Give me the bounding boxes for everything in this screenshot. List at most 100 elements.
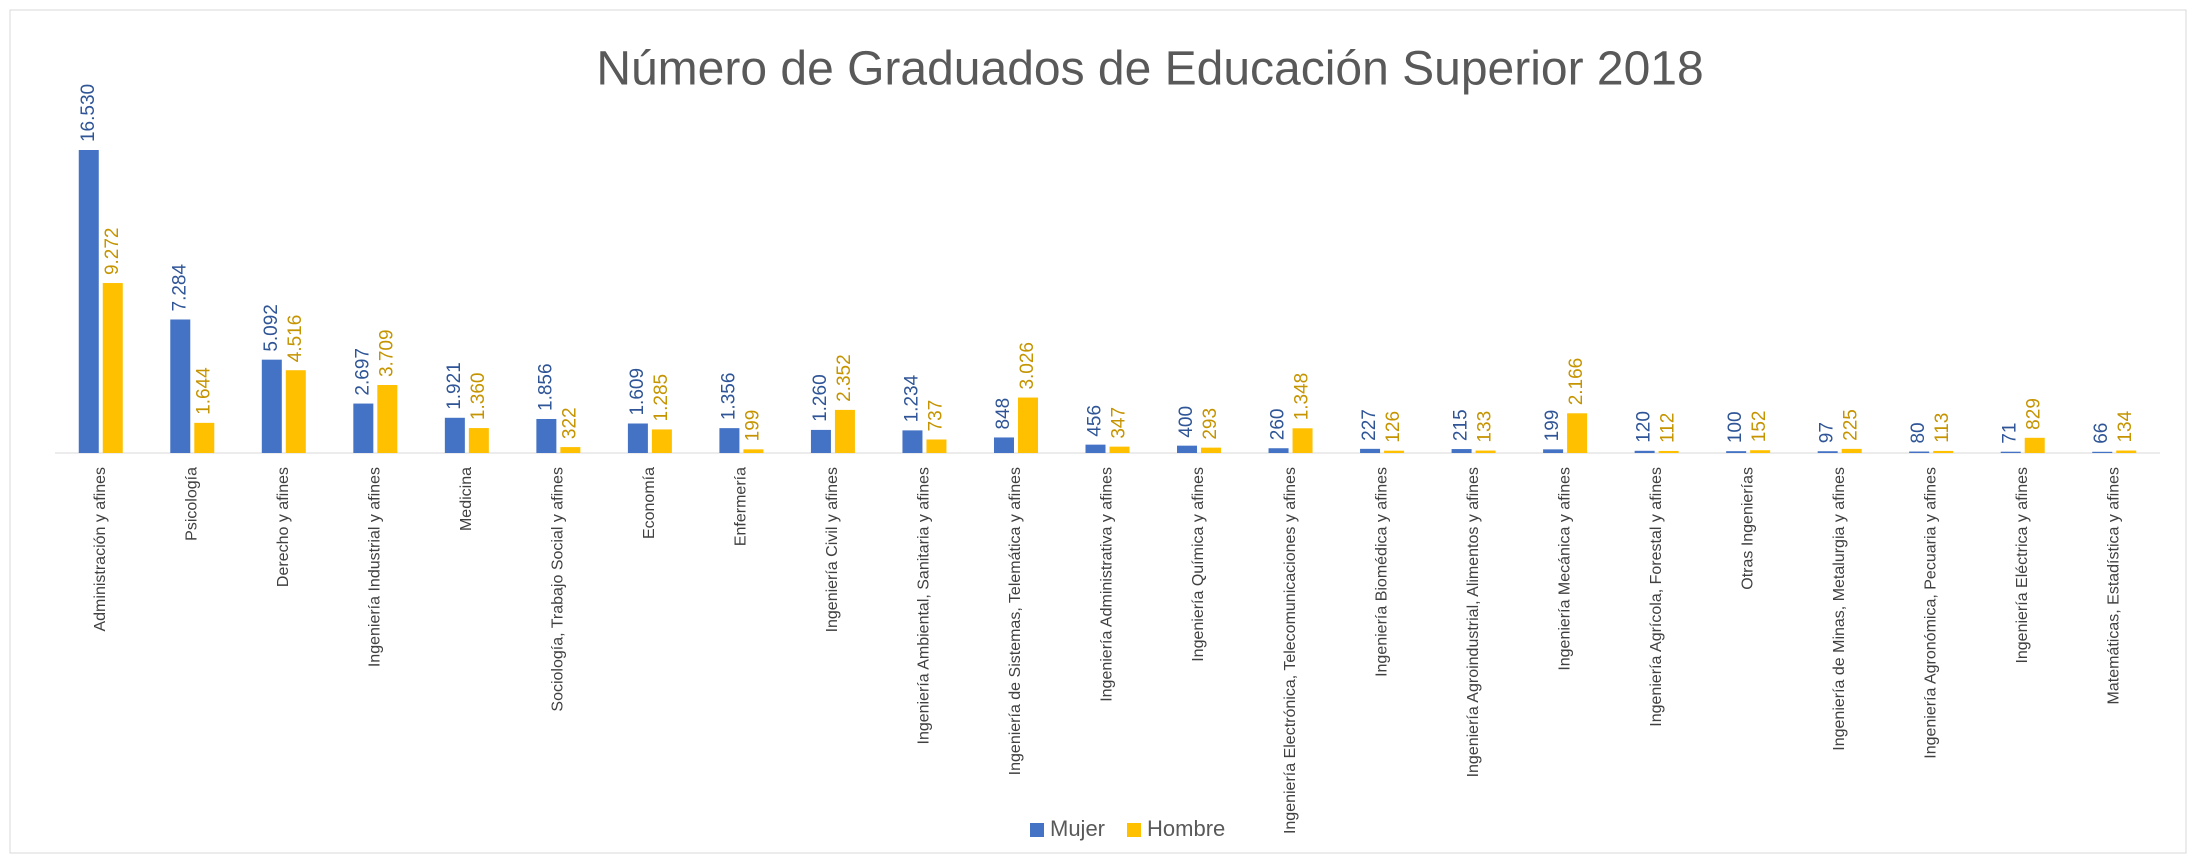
bar <box>2116 450 2137 453</box>
x-tick-label: Ingeniería Industrial y afines <box>367 467 384 667</box>
data-label: 113 <box>1932 413 1953 443</box>
data-label: 1.348 <box>1292 373 1313 421</box>
data-label: 16.530 <box>78 84 99 142</box>
bar <box>1658 450 1679 453</box>
bar <box>1543 449 1564 453</box>
x-tick-label: Ingeniería Administrativa y afines <box>1099 467 1116 702</box>
bar <box>1933 450 1954 453</box>
bar <box>536 418 557 453</box>
data-label: 1.609 <box>627 368 648 416</box>
bar <box>468 428 489 453</box>
x-tick-label: Ingeniería Agrícola, Forestal y afines <box>1648 467 1665 727</box>
data-label: 100 <box>1725 411 1746 443</box>
data-label: 2.352 <box>834 354 855 402</box>
data-label: 227 <box>1359 409 1380 441</box>
bar <box>560 447 581 453</box>
x-tick-label: Ingeniería Química y afines <box>1190 467 1207 662</box>
data-label: 5.092 <box>261 304 282 352</box>
x-tick-label: Ingeniería Civil y afines <box>824 467 841 632</box>
bar <box>2024 437 2045 453</box>
legend-label: Hombre <box>1147 816 1225 841</box>
bar <box>2092 451 2113 453</box>
data-label: 225 <box>1841 409 1862 441</box>
data-label: 829 <box>2024 398 2045 430</box>
data-label: 134 <box>2115 410 2136 442</box>
bar <box>1268 448 1289 453</box>
data-label: 1.921 <box>444 362 465 410</box>
bar <box>926 439 947 453</box>
bar <box>170 319 191 453</box>
data-label: 199 <box>1542 410 1563 442</box>
legend-label: Mujer <box>1050 816 1105 841</box>
data-label: 2.166 <box>1566 358 1587 406</box>
x-tick-label: Otras Ingenierías <box>1739 467 1756 590</box>
x-tick-label: Psicología <box>184 467 201 541</box>
bar <box>194 422 215 453</box>
bar <box>1085 444 1106 453</box>
bar <box>902 430 923 453</box>
bar <box>261 359 282 453</box>
bar <box>2000 451 2021 453</box>
bar <box>1475 450 1496 453</box>
data-label: 1.856 <box>535 363 556 411</box>
data-label: 456 <box>1085 405 1106 437</box>
bar <box>1726 451 1747 453</box>
data-label: 4.516 <box>285 315 306 363</box>
data-label: 9.272 <box>102 227 123 275</box>
legend-swatch <box>1030 823 1044 837</box>
data-label: 133 <box>1475 411 1496 443</box>
data-label: 1.356 <box>718 373 739 421</box>
data-label: 80 <box>1908 422 1929 443</box>
bar <box>285 370 306 453</box>
data-label: 347 <box>1109 407 1130 439</box>
x-tick-label: Economía <box>641 467 658 539</box>
bar <box>1177 445 1198 453</box>
x-tick-label: Enfermería <box>733 467 750 546</box>
data-label: 737 <box>925 400 946 432</box>
x-tick-label: Sociología, Trabajo Social y afines <box>550 467 567 712</box>
chart-title: Número de Graduados de Educación Superio… <box>596 43 1703 96</box>
data-label: 2.697 <box>352 348 373 396</box>
bar <box>1567 413 1588 453</box>
data-label: 848 <box>993 398 1014 430</box>
x-tick-label: Ingeniería Agronómica, Pecuaria y afines <box>1922 467 1939 759</box>
x-tick-label: Matemáticas, Estadística y afines <box>2105 467 2122 704</box>
data-label: 120 <box>1634 411 1655 443</box>
bar <box>993 437 1014 453</box>
x-tick-label: Ingeniería de Minas, Metalurgia y afines <box>1831 467 1848 751</box>
bar <box>1292 428 1313 453</box>
data-label: 1.234 <box>901 374 922 422</box>
data-label: 215 <box>1451 409 1472 441</box>
data-label: 126 <box>1383 411 1404 443</box>
data-label: 112 <box>1658 413 1679 443</box>
data-label: 152 <box>1749 411 1770 443</box>
x-tick-label: Ingeniería de Sistemas, Telemática y afi… <box>1007 467 1024 775</box>
data-label: 400 <box>1176 406 1197 438</box>
data-label: 322 <box>559 407 580 439</box>
data-label: 66 <box>2091 423 2112 444</box>
bar <box>651 429 672 453</box>
x-tick-label: Ingeniería Mecánica y afines <box>1556 467 1573 671</box>
bar <box>353 403 374 453</box>
data-label: 260 <box>1268 409 1289 441</box>
bar <box>834 409 855 453</box>
x-tick-label: Ingeniería Biomédica y afines <box>1373 467 1390 677</box>
bar <box>810 429 831 453</box>
bar <box>1017 397 1038 453</box>
bar <box>627 423 648 453</box>
bar <box>1634 450 1655 453</box>
data-label: 7.284 <box>169 264 190 312</box>
data-label: 3.026 <box>1017 342 1038 390</box>
data-label: 293 <box>1200 408 1221 440</box>
data-label: 71 <box>2000 423 2021 444</box>
data-label: 1.360 <box>468 373 489 421</box>
bar <box>1384 450 1405 453</box>
x-tick-label: Administración y afines <box>92 467 109 632</box>
bar <box>377 385 398 453</box>
legend-swatch <box>1127 823 1142 837</box>
bar <box>1841 448 1862 453</box>
bar <box>1817 451 1838 453</box>
x-tick-label: Ingeniería Agroindustrial, Alimentos y a… <box>1465 467 1482 777</box>
bar <box>102 283 123 453</box>
